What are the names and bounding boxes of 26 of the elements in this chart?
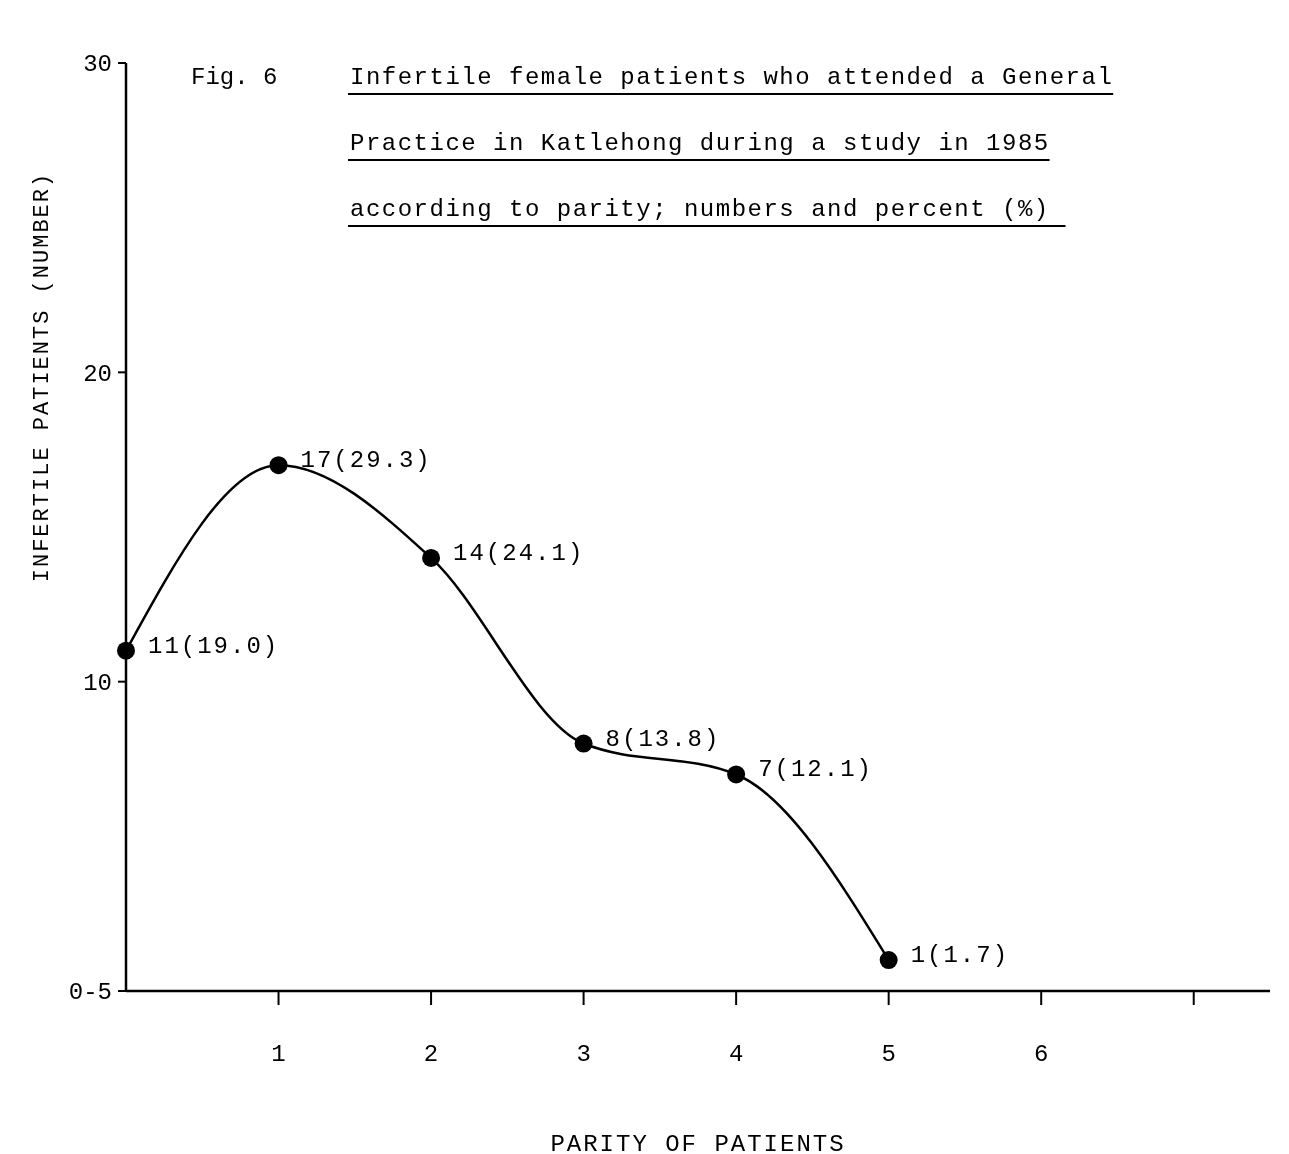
x-tick-label: 4 [728,1041,744,1068]
y-tick-label: 0-5 [68,979,112,1007]
data-label: 11(19.0) [148,632,280,660]
x-tick-label: 5 [881,1041,896,1068]
y-axis-title: INFERTILE PATIENTS (NUMBER) [30,171,55,583]
y-tick-label: 30 [83,51,112,79]
x-tick-label: 6 [1034,1041,1049,1068]
y-tick-label: 20 [83,360,112,388]
x-axis-title: PARITY OF PATIENTS [550,1131,846,1154]
chart-title: Infertile female patients who attended a General Practice in Katlehong during a study in 1985 according to parity; numbers and percent (%) [350,64,1114,223]
point [117,641,135,660]
y-tick-label: 10 [83,670,112,698]
point [879,951,898,970]
data-label: 17(29.3) [300,447,432,475]
x-tick-label: 2 [423,1041,439,1068]
x-tick-label: 1 [271,1041,286,1068]
annotation: Fig. 6 [191,64,278,91]
data-label: 7(12.1) [758,756,873,784]
data-label: 8(13.8) [605,725,721,753]
data-label: 1(1.7) [910,942,1010,970]
point [574,734,593,753]
point [727,765,746,784]
data-label: 14(24.1) [453,539,585,567]
x-tick-label: 3 [576,1041,591,1068]
point [422,548,441,567]
point [269,456,288,475]
